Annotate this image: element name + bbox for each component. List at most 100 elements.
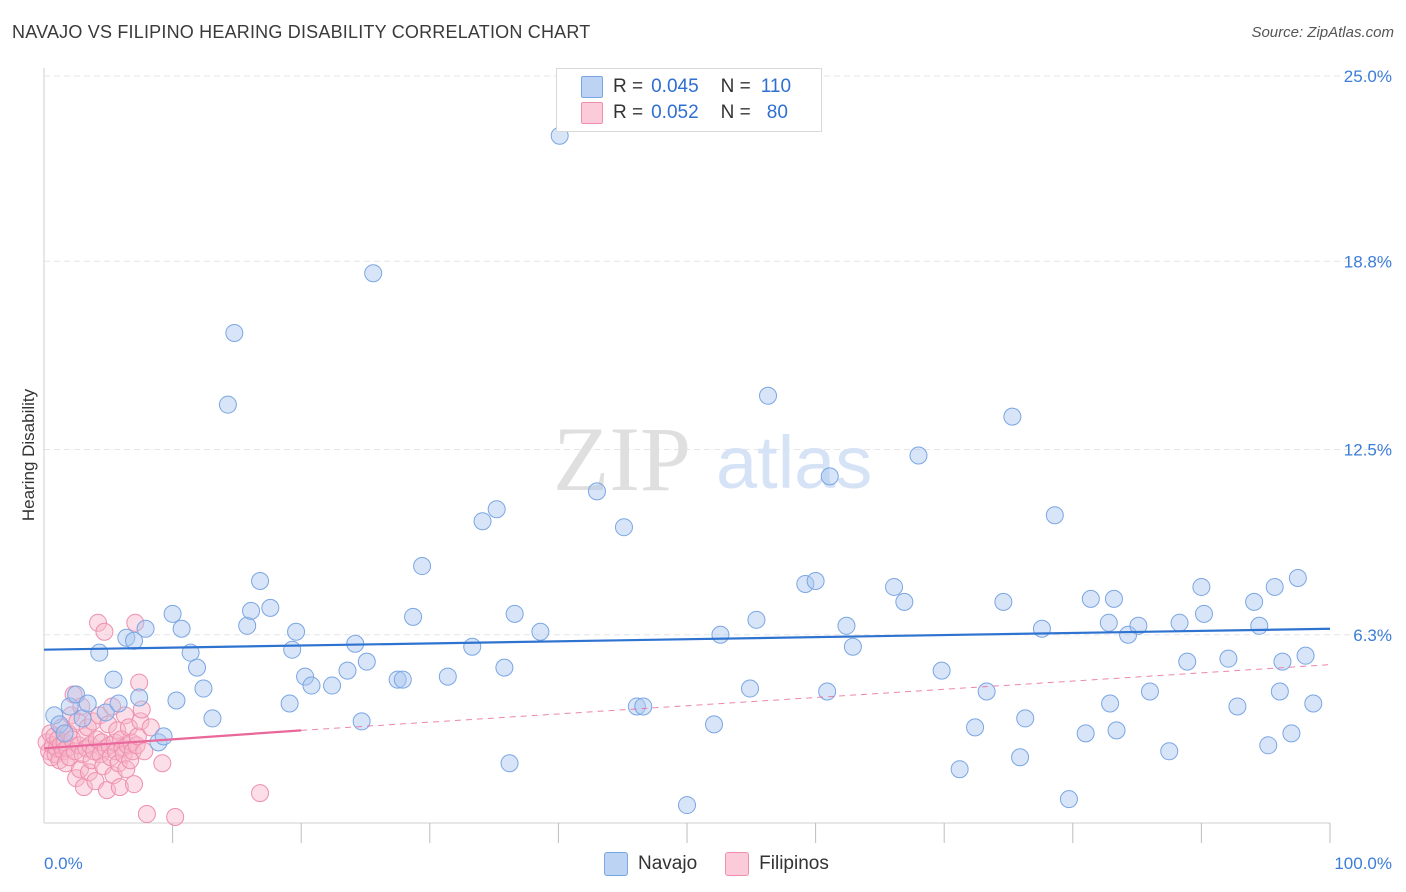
filipinos-point — [78, 718, 97, 737]
filipinos-points — [37, 613, 270, 827]
navajo-point — [614, 518, 633, 537]
y-tick-label: 25.0% — [1344, 67, 1392, 86]
legend-item-filipinos[interactable]: Filipinos — [725, 852, 829, 876]
navajo-point — [1129, 616, 1148, 635]
navajo-point — [287, 622, 306, 641]
navajo-point — [741, 679, 760, 698]
navajo-point — [895, 592, 914, 611]
navajo-points — [45, 126, 1323, 815]
watermark-atlas: atlas — [716, 421, 872, 504]
navajo-point — [1273, 652, 1292, 671]
navajo-point — [1016, 709, 1035, 728]
filipinos-point — [137, 805, 156, 824]
filipinos-point — [166, 808, 185, 827]
axes — [43, 68, 1331, 843]
navajo-swatch — [604, 852, 628, 876]
navajo-point — [487, 500, 506, 519]
chart-title: NAVAJO VS FILIPINO HEARING DISABILITY CO… — [12, 22, 591, 42]
x-tick-label: 0.0% — [44, 854, 83, 873]
navajo-point — [1059, 790, 1078, 809]
navajo-point — [500, 754, 519, 773]
navajo-point — [1170, 613, 1189, 632]
filipinos-point — [95, 622, 114, 641]
navajo-point — [1076, 724, 1095, 743]
navajo-point — [1032, 619, 1051, 638]
navajo-point — [1194, 604, 1213, 623]
navajo-point — [352, 712, 371, 731]
filipinos-point — [117, 760, 136, 779]
legend-label-filipinos: Filipinos — [759, 853, 829, 874]
legend-r-value: 0.045 — [651, 76, 699, 97]
filipinos-point — [135, 742, 154, 761]
source-label: Source: ZipAtlas.com — [1251, 24, 1394, 41]
navajo-point — [50, 715, 69, 734]
navajo-point — [283, 640, 302, 659]
navajo-point — [818, 682, 837, 701]
navajo-point — [966, 718, 985, 737]
navajo-point — [820, 467, 839, 486]
navajo-swatch — [581, 76, 603, 98]
navajo-point — [323, 676, 342, 695]
legend-item-navajo[interactable]: Navajo — [604, 852, 697, 876]
filipinos-point — [68, 712, 87, 731]
navajo-point — [357, 652, 376, 671]
legend-r-value: 0.052 — [651, 102, 699, 123]
navajo-point — [1250, 616, 1269, 635]
navajo-point — [806, 571, 825, 590]
navajo-point — [950, 760, 969, 779]
navajo-point — [1178, 652, 1197, 671]
navajo-point — [463, 637, 482, 656]
navajo-point — [55, 724, 74, 743]
navajo-point — [261, 598, 280, 617]
filipinos-point — [125, 775, 144, 794]
filipinos-point — [251, 784, 270, 803]
navajo-point — [1245, 592, 1264, 611]
navajo-point — [1282, 724, 1301, 743]
navajo-point — [302, 676, 321, 695]
y-tick-label: 12.5% — [1344, 441, 1392, 460]
navajo-point — [885, 577, 904, 596]
navajo-point — [96, 703, 115, 722]
navajo-point — [531, 622, 550, 641]
navajo-point — [1101, 694, 1120, 713]
navajo-point — [413, 557, 432, 576]
y-tick-label: 18.8% — [1344, 252, 1392, 271]
navajo-point — [1107, 721, 1126, 740]
filipinos-point — [141, 718, 160, 737]
y-axis-title: Hearing Disability — [19, 388, 38, 521]
navajo-point — [194, 679, 213, 698]
navajo-point — [495, 658, 514, 677]
navajo-point — [73, 709, 92, 728]
filipinos-point — [116, 706, 135, 725]
navajo-point — [78, 694, 97, 713]
navajo-point — [136, 619, 155, 638]
navajo-point — [238, 616, 257, 635]
navajo-point — [1119, 625, 1138, 644]
navajo-point — [163, 604, 182, 623]
navajo-point — [404, 607, 423, 626]
legend-n-label: N = — [720, 76, 751, 97]
filipinos-point — [99, 715, 118, 734]
navajo-point — [203, 709, 222, 728]
series-legend: Navajo Filipinos — [604, 852, 857, 876]
navajo-point — [587, 482, 606, 501]
navajo-point — [1003, 407, 1022, 426]
filipinos-point — [132, 700, 151, 719]
navajo-point — [251, 571, 270, 590]
filipinos-point — [110, 778, 129, 797]
watermark-zip: ZIP — [553, 408, 691, 510]
filipinos-point — [130, 673, 149, 692]
legend-n-label: N = — [720, 102, 751, 123]
navajo-point — [1304, 694, 1323, 713]
navajo-point — [711, 625, 730, 644]
navajo-point — [1265, 577, 1284, 596]
navajo-point — [104, 670, 123, 689]
legend-r-label: R = — [613, 102, 644, 123]
navajo-point — [438, 667, 457, 686]
filipinos-point — [89, 613, 108, 632]
navajo-point — [393, 670, 412, 689]
legend-n-value: 80 — [766, 102, 788, 123]
y-tick-labels: 6.3% 12.5% 18.8% 25.0% — [1344, 67, 1392, 645]
navajo-point — [1288, 568, 1307, 587]
